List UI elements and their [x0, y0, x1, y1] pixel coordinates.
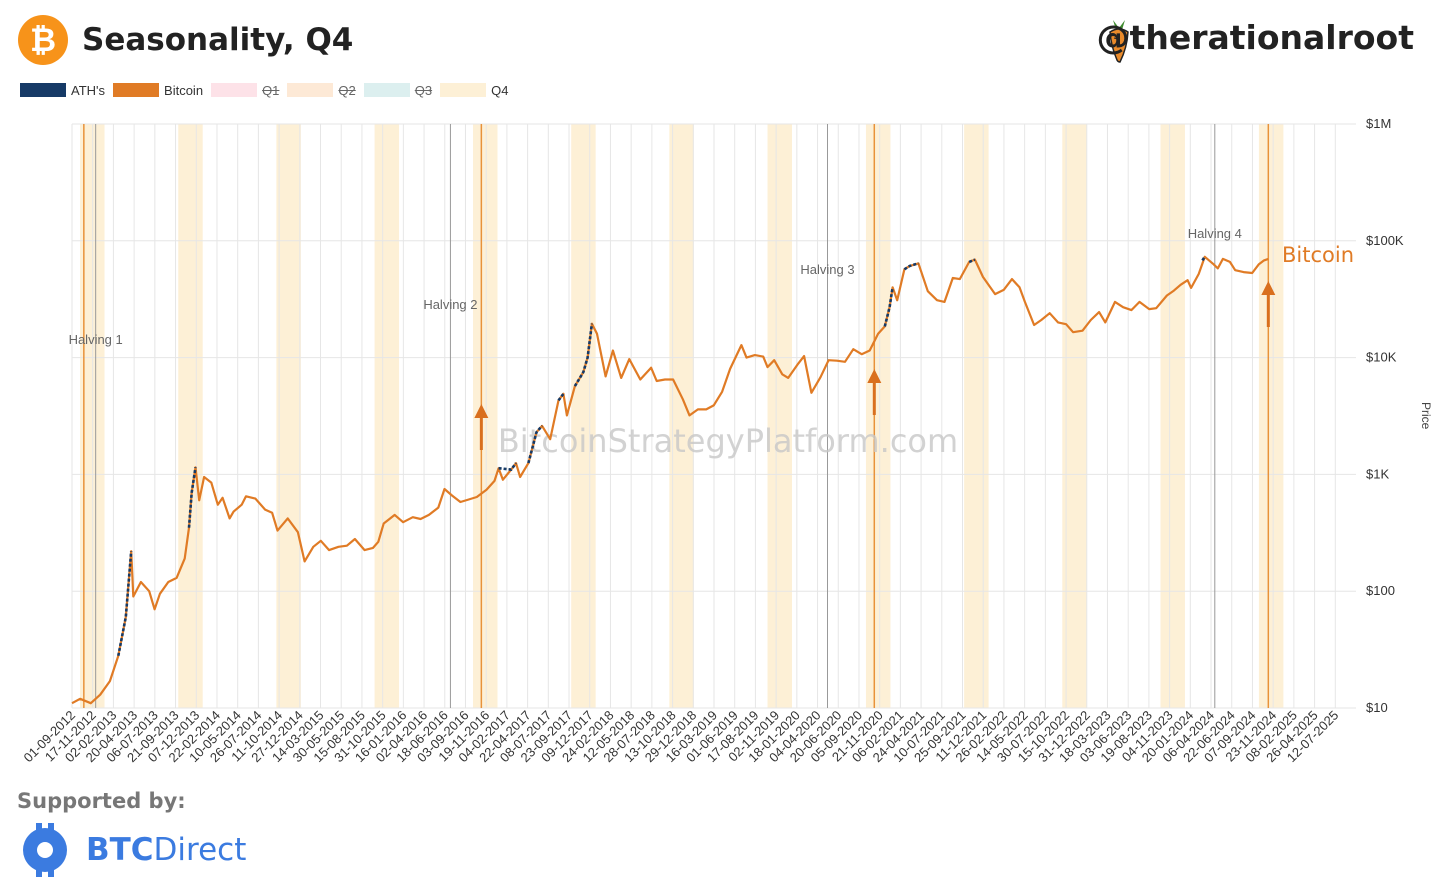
q4-band — [276, 124, 301, 708]
carrot-icon — [1109, 20, 1129, 63]
halving-label: Halving 1 — [69, 332, 123, 347]
y-tick-label: $100K — [1366, 233, 1404, 248]
chart-title: Seasonality, Q4 — [82, 22, 354, 58]
legend-swatch — [211, 83, 258, 97]
q4-band — [571, 124, 596, 708]
arrow-head — [867, 369, 882, 383]
y-tick-label: $10 — [1366, 700, 1388, 715]
legend-item-q1[interactable]: Q1 — [211, 83, 279, 98]
q4-band — [865, 124, 891, 708]
y-tick-label: $100 — [1366, 583, 1395, 598]
btcdirect-light: Direct — [153, 832, 247, 868]
arrow-head — [1261, 281, 1276, 295]
ath-segment — [557, 393, 565, 402]
q4-band — [178, 124, 203, 708]
legend-item-q2[interactable]: Q2 — [287, 82, 356, 98]
legend-swatch — [113, 83, 160, 97]
ath-segment — [187, 467, 197, 528]
ath-segment — [903, 262, 919, 271]
btcdirect-bitcoin-icon — [23, 823, 67, 877]
legend-item-bitcoin[interactable]: Bitcoin — [113, 83, 203, 98]
bitcoin-logo-icon: ₿ — [18, 15, 68, 65]
legend-label: Q2 — [338, 82, 356, 98]
up-arrow-icon — [474, 404, 489, 450]
ath-segment — [968, 258, 976, 264]
watermark: BitcoinStrategyPlatform.com — [498, 422, 958, 460]
price-chart: $10 $100 $1K $10K $100K $1M BitcoinStrategyPla… — [20, 116, 1433, 765]
arrow-head — [474, 404, 489, 418]
author-handle: @therationalroot — [1096, 18, 1414, 57]
q4-band — [964, 124, 989, 708]
ath-segment — [883, 287, 894, 327]
legend-label: Bitcoin — [164, 82, 204, 98]
q4-band — [1160, 124, 1185, 708]
y-axis-title: Price — [1419, 402, 1433, 430]
halving-label: Halving 3 — [800, 262, 854, 277]
legend-item-q4[interactable]: Q4 — [440, 83, 508, 98]
ath-segment — [1201, 256, 1206, 262]
bitcoin-price-line — [71, 255, 1269, 705]
legend-label: Q4 — [491, 82, 509, 98]
legend-label: Q3 — [414, 82, 433, 98]
legend-swatch — [363, 83, 410, 97]
up-arrow-icon — [1261, 281, 1276, 327]
legend-swatch — [440, 83, 487, 97]
y-tick-label: $10K — [1366, 350, 1397, 365]
legend-item-q3[interactable]: Q3 — [363, 82, 433, 98]
btcdirect-wordmark: BTCDirect — [86, 832, 246, 868]
q4-band — [767, 124, 792, 708]
btcdirect-logo: BTCDirect — [20, 820, 246, 880]
series-label: Bitcoin — [1282, 243, 1354, 267]
legend-swatch — [20, 83, 66, 97]
y-tick-label: $1M — [1366, 116, 1391, 131]
up-arrow-icon — [867, 369, 882, 415]
halving-label: Halving 2 — [423, 297, 477, 312]
ath-segment — [527, 425, 544, 464]
legend-swatch — [287, 83, 334, 97]
legend-item-aths[interactable]: ATH's — [20, 83, 105, 98]
chart-legend: ATH's Bitcoin Q1 Q2 Q3 Q4 — [20, 80, 516, 100]
q4-band — [374, 124, 400, 708]
y-tick-label: $1K — [1366, 466, 1389, 481]
legend-label: Q1 — [262, 82, 280, 98]
btcdirect-bold: BTC — [86, 832, 154, 868]
q4-band — [1258, 124, 1284, 708]
legend-label: ATH's — [71, 82, 106, 98]
supported-by-label: Supported by: — [17, 789, 186, 813]
ath-segment — [498, 462, 518, 471]
halving-label: Halving 4 — [1188, 226, 1242, 241]
